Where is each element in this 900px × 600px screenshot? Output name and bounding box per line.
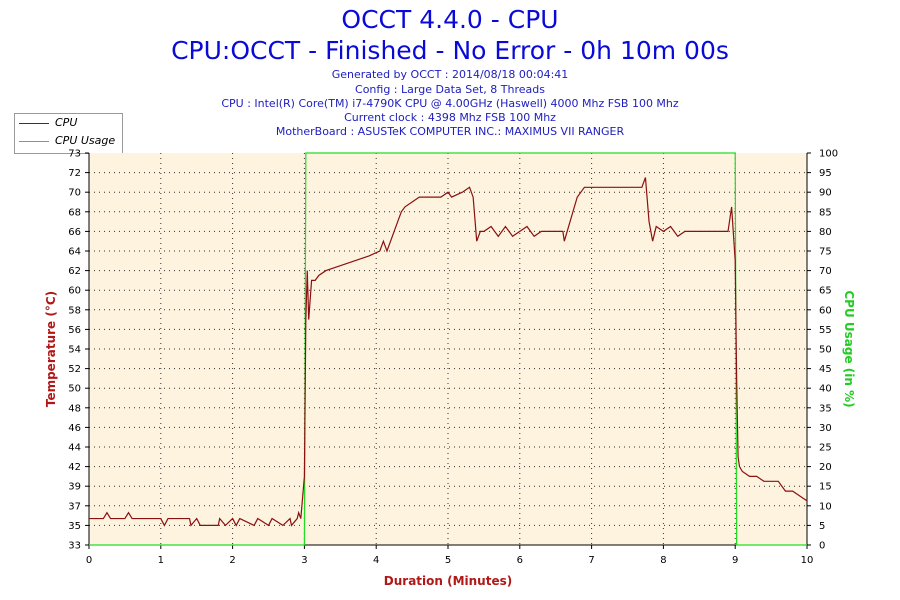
y2-tick-label: 55 xyxy=(819,325,832,336)
x-axis-label: Duration (Minutes) xyxy=(384,574,512,588)
x-tick-label: 10 xyxy=(801,555,814,566)
y-tick-label: 42 xyxy=(68,462,81,473)
y-axis-label: Temperature (°C) xyxy=(44,291,58,407)
y-tick-label: 62 xyxy=(68,266,81,277)
y-tick-label: 66 xyxy=(68,227,81,238)
y2-tick-label: 90 xyxy=(819,188,832,199)
y2-axis-label: CPU Usage (in %) xyxy=(842,290,856,407)
chart-legend: CPU CPU Usage xyxy=(14,113,123,154)
y2-tick-label: 20 xyxy=(819,462,832,473)
legend-item-usage: CPU Usage xyxy=(15,133,122,151)
info-motherboard: MotherBoard : ASUSTeK COMPUTER INC.: MAX… xyxy=(275,125,625,138)
legend-label-usage: CPU Usage xyxy=(55,134,116,147)
legend-item-cpu: CPU xyxy=(15,115,122,133)
y-tick-label: 39 xyxy=(68,482,81,493)
legend-label-cpu: CPU xyxy=(55,116,78,129)
y-tick-label: 64 xyxy=(68,247,81,258)
y-tick-label: 60 xyxy=(68,286,81,297)
series-line-cpu-usage xyxy=(89,152,807,546)
info-config: Config : Large Data Set, 8 Threads xyxy=(355,83,545,96)
y-tick-label: 46 xyxy=(68,423,81,434)
y-tick-label: 35 xyxy=(68,521,81,532)
x-tick-label: 8 xyxy=(660,555,666,566)
x-tick-label: 6 xyxy=(517,555,523,566)
y-tick-label: 56 xyxy=(68,325,81,336)
series-line-cpu-temperature xyxy=(89,177,808,527)
x-tick-label: 1 xyxy=(158,555,164,566)
legend-swatch-usage xyxy=(19,141,49,142)
y2-tick-label: 100 xyxy=(819,149,838,160)
y2-tick-label: 40 xyxy=(819,384,832,395)
y2-tick-label: 35 xyxy=(819,403,832,414)
y-tick-label: 54 xyxy=(68,345,81,356)
chart-title: OCCT 4.4.0 - CPU xyxy=(341,5,559,34)
chart-subtitle: CPU:OCCT - Finished - No Error - 0h 10m … xyxy=(171,36,729,65)
x-tick-label: 0 xyxy=(86,555,92,566)
y-tick-label: 70 xyxy=(68,188,81,199)
y2-tick-label: 45 xyxy=(819,364,832,375)
y2-tick-label: 75 xyxy=(819,247,832,258)
y-tick-label: 44 xyxy=(68,443,81,454)
y2-tick-label: 0 xyxy=(819,541,825,552)
x-tick-label: 9 xyxy=(732,555,738,566)
y-tick-label: 48 xyxy=(68,403,81,414)
y2-tick-label: 50 xyxy=(819,345,832,356)
y2-tick-label: 80 xyxy=(819,227,832,238)
y-tick-label: 52 xyxy=(68,364,81,375)
y-tick-label: 37 xyxy=(68,501,81,512)
y2-tick-label: 5 xyxy=(819,521,825,532)
y-tick-label: 50 xyxy=(68,384,81,395)
x-tick-label: 5 xyxy=(445,555,451,566)
y2-tick-label: 15 xyxy=(819,482,832,493)
y2-tick-label: 70 xyxy=(819,266,832,277)
x-tick-label: 4 xyxy=(373,555,379,566)
info-cpu: CPU : Intel(R) Core(TM) i7-4790K CPU @ 4… xyxy=(221,97,679,110)
y-tick-label: 72 xyxy=(68,168,81,179)
y2-tick-label: 85 xyxy=(819,207,832,218)
y2-tick-label: 10 xyxy=(819,501,832,512)
y2-tick-label: 65 xyxy=(819,286,832,297)
x-tick-label: 7 xyxy=(588,555,594,566)
legend-swatch-cpu xyxy=(19,123,49,124)
y-tick-label: 33 xyxy=(68,541,81,552)
y2-tick-label: 25 xyxy=(819,443,832,454)
y2-tick-label: 30 xyxy=(819,423,832,434)
y-tick-label: 68 xyxy=(68,207,81,218)
x-tick-label: 2 xyxy=(229,555,235,566)
y-tick-label: 73 xyxy=(68,149,81,160)
y-tick-label: 58 xyxy=(68,305,81,316)
info-clock: Current clock : 4398 Mhz FSB 100 Mhz xyxy=(344,111,556,124)
x-tick-label: 3 xyxy=(301,555,307,566)
y2-tick-label: 60 xyxy=(819,305,832,316)
info-generated: Generated by OCCT : 2014/08/18 00:04:41 xyxy=(331,68,569,81)
y2-tick-label: 95 xyxy=(819,168,832,179)
